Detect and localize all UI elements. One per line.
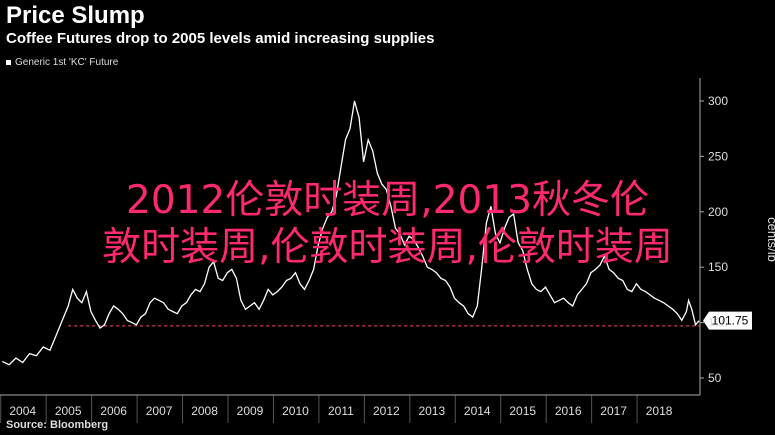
x-tick-label: 2006 bbox=[100, 404, 127, 418]
last-value-label: 101.75 bbox=[712, 314, 749, 328]
x-tick-label: 2015 bbox=[509, 404, 536, 418]
series-line bbox=[2, 100, 700, 366]
tick-labels: 50 100 150 200 250 300 cents/lb 2004 2005 2006 200… bbox=[9, 94, 775, 418]
y-tick-label: 50 bbox=[708, 371, 722, 385]
x-tick-label: 2010 bbox=[282, 404, 309, 418]
x-tick-label: 2018 bbox=[646, 404, 673, 418]
x-tick-label: 2017 bbox=[600, 404, 627, 418]
last-value-box bbox=[703, 311, 752, 330]
x-tick-label: 2013 bbox=[418, 404, 445, 418]
x-tick-label: 2011 bbox=[328, 404, 354, 418]
legend-label: Generic 1st 'KC' Future bbox=[15, 57, 119, 68]
y-tick-label: 200 bbox=[708, 205, 728, 219]
x-tick-label: 2008 bbox=[191, 404, 218, 418]
y-tick-label: 150 bbox=[708, 260, 728, 274]
chart-subtitle: Coffee Futures drop to 2005 levels amid … bbox=[6, 30, 435, 47]
x-tick-label: 2009 bbox=[237, 404, 264, 418]
x-tick-label: 2012 bbox=[373, 404, 400, 418]
gridlines bbox=[0, 395, 638, 423]
chart-title: Price Slump bbox=[6, 2, 145, 29]
source-note: Source: Bloomberg bbox=[6, 419, 109, 431]
y-tick-label: 300 bbox=[708, 94, 728, 108]
series bbox=[2, 100, 752, 366]
x-tick-label: 2004 bbox=[9, 404, 36, 418]
legend: Generic 1st 'KC' Future bbox=[6, 57, 118, 68]
y-tick-label: 100 bbox=[708, 316, 728, 330]
x-tick-label: 2005 bbox=[55, 404, 82, 418]
legend-swatch bbox=[6, 60, 11, 65]
y-tick-label: 250 bbox=[708, 149, 728, 163]
axes bbox=[0, 78, 704, 396]
y-axis-label: cents/lb bbox=[765, 217, 775, 262]
x-tick-label: 2007 bbox=[146, 404, 173, 418]
x-tick-label: 2016 bbox=[555, 404, 582, 418]
x-tick-label: 2014 bbox=[464, 404, 491, 418]
